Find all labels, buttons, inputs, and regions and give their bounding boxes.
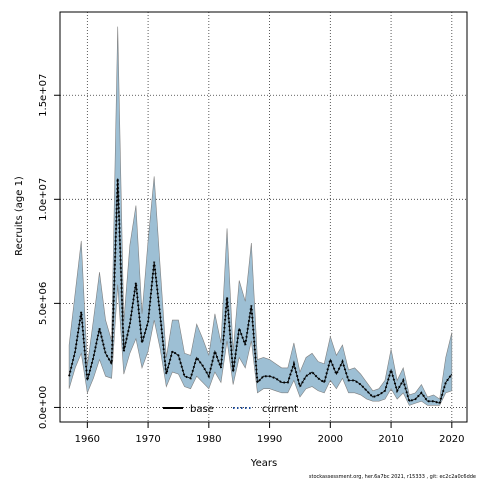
- x-tick-label: 1990: [257, 434, 282, 445]
- x-axis: 1960 1970 1980 1990 2000 2010 2020: [75, 421, 465, 445]
- x-axis-title: Years: [250, 458, 277, 469]
- x-tick-label: 1960: [75, 434, 100, 445]
- y-tick-label: 5.0e+06: [38, 282, 49, 325]
- x-tick-label: 2010: [378, 434, 403, 445]
- legend-label-base: base: [190, 404, 214, 415]
- x-tick-label: 1980: [196, 434, 221, 445]
- y-tick-label: 0.0e+00: [38, 386, 49, 429]
- y-axis-title: Recruits (age 1): [14, 176, 25, 256]
- series-line-current: [68, 178, 453, 405]
- y-tick-label: 1.0e+07: [38, 178, 49, 221]
- x-tick-label: 1970: [135, 434, 160, 445]
- x-tick-label: 2020: [439, 434, 464, 445]
- y-axis: 0.0e+00 5.0e+06 1.0e+07 1.5e+07: [38, 74, 61, 429]
- grid-lines: [60, 12, 467, 422]
- y-tick-label: 1.5e+07: [38, 74, 49, 117]
- x-tick-label: 2000: [318, 434, 343, 445]
- legend-label-current: current: [262, 404, 298, 415]
- confidence-band: [68, 26, 453, 406]
- footer-credit: stockassessment.org, her.6a7bc 2021, r15…: [309, 474, 476, 480]
- legend: base current: [163, 404, 298, 415]
